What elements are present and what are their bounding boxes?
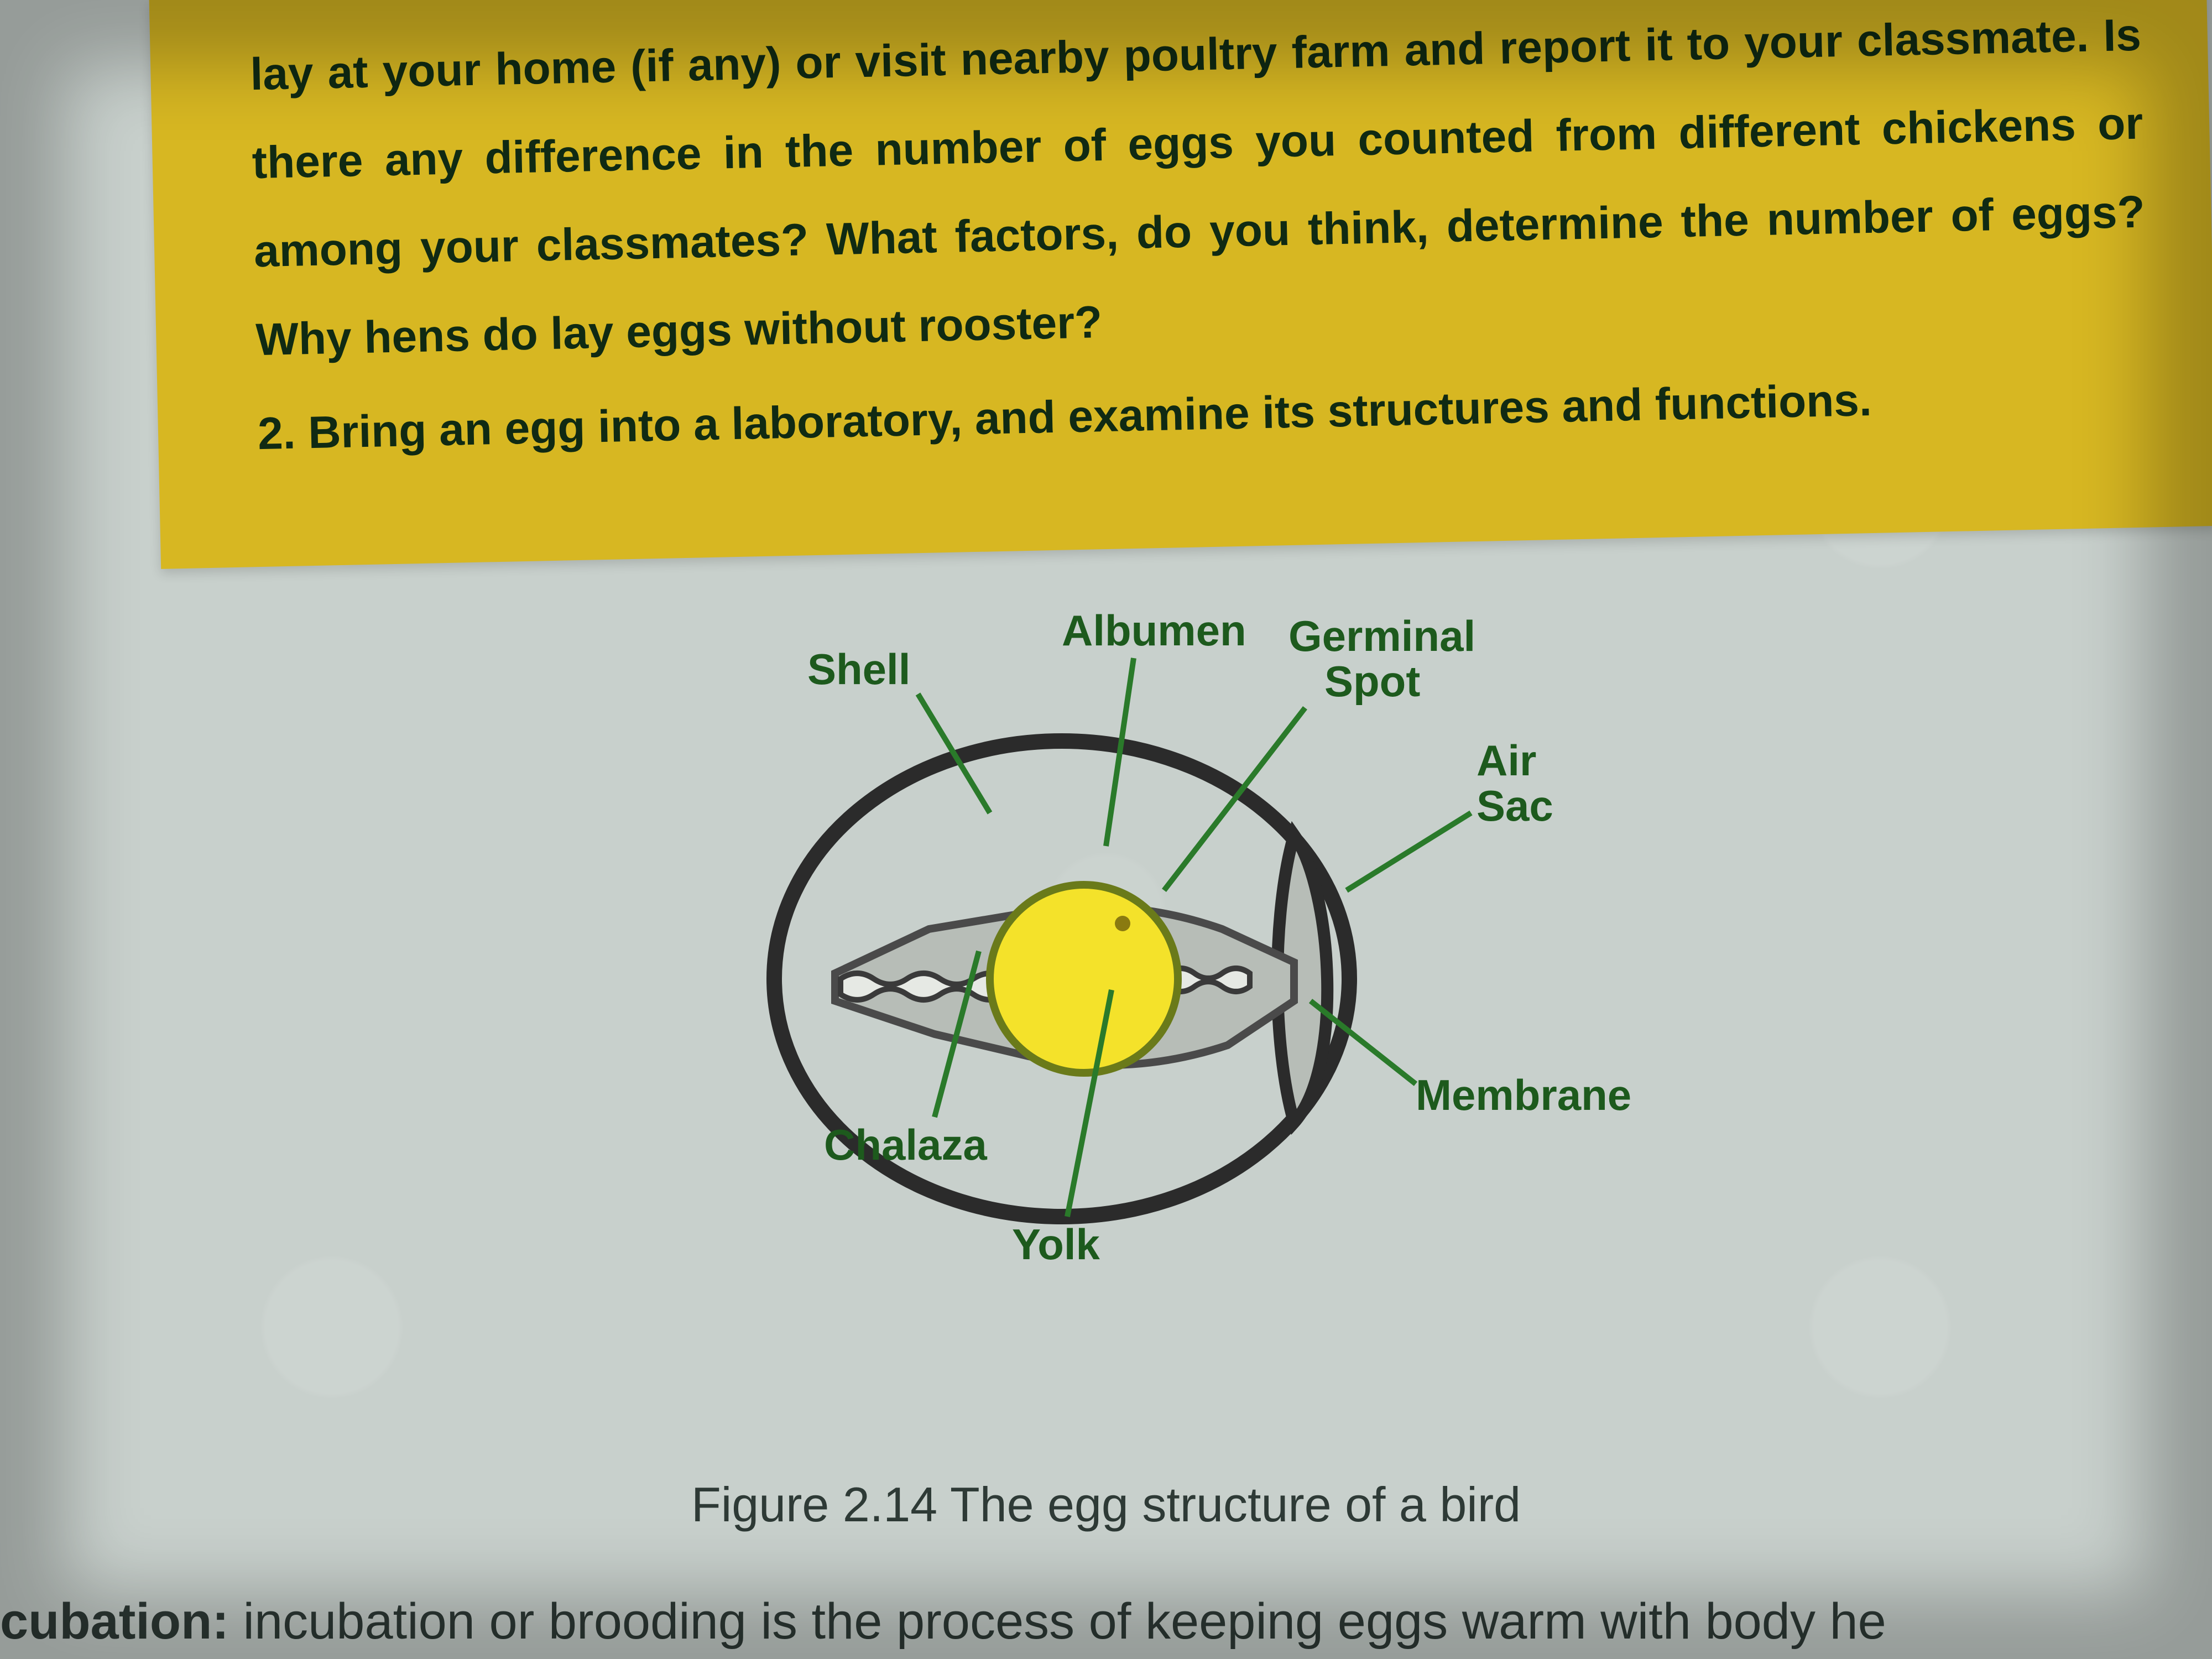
figure-caption: Figure 2.14 The egg structure of a bird	[0, 1477, 2212, 1533]
chalaza-left	[841, 973, 1006, 1000]
footer-text: cubation: incubation or brooding is the …	[0, 1593, 2212, 1651]
footer-bold: cubation:	[0, 1593, 229, 1650]
yolk	[990, 885, 1178, 1073]
label-albumen: Albumen	[1062, 608, 1246, 654]
label-germinal-spot: Germinal Spot	[1288, 614, 1475, 705]
label-chalaza: Chalaza	[824, 1123, 987, 1168]
footer-rest: incubation or brooding is the process of…	[229, 1593, 1886, 1650]
activity-paragraph-1: lay at your home (if any) or visit nearb…	[249, 0, 2148, 384]
germinal-spot	[1115, 916, 1130, 931]
label-air-sac: Air Sac	[1477, 738, 1553, 829]
egg-svg	[741, 691, 1405, 1255]
label-yolk: Yolk	[1012, 1222, 1100, 1267]
egg-diagram: Shell Albumen Germinal Spot Air Sac Memb…	[0, 570, 2212, 1465]
label-shell: Shell	[807, 647, 910, 692]
label-membrane: Membrane	[1416, 1073, 1631, 1118]
activity-box: lay at your home (if any) or visit nearb…	[149, 0, 2212, 569]
